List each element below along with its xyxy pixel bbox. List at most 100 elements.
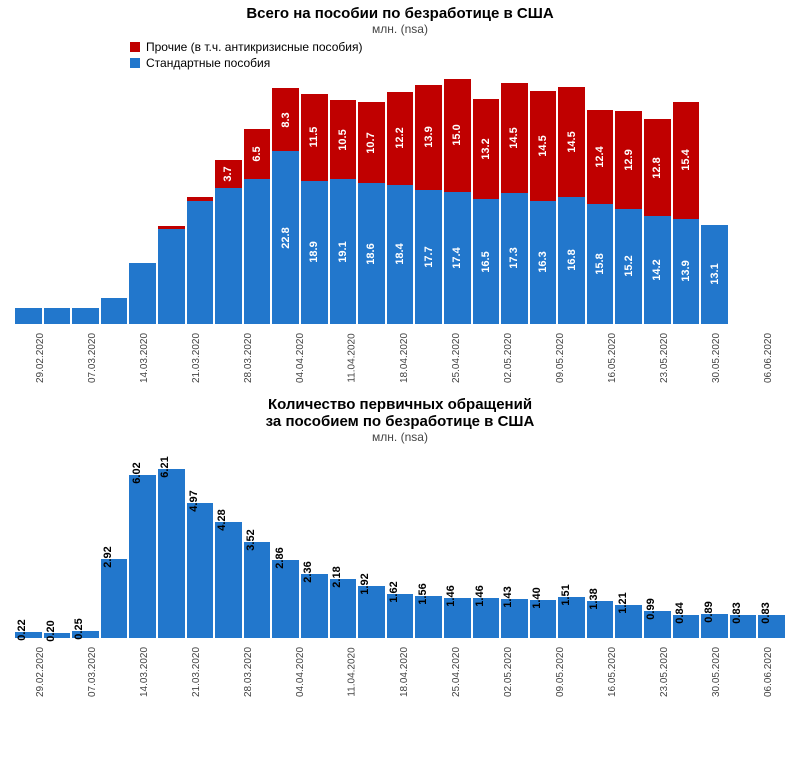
bar-segment: 1.38 bbox=[587, 601, 614, 638]
x-tick-label: 29.02.2020 bbox=[10, 647, 70, 697]
chart2-title-line2: за пособием по безработице в США bbox=[10, 413, 790, 430]
bar-value: 2.36 bbox=[302, 561, 314, 582]
bar-col: 0.83 bbox=[758, 448, 785, 638]
bar-segment: 6.21 bbox=[158, 469, 185, 638]
chart2-subtitle: млн. (nsa) bbox=[10, 430, 790, 444]
bar-col: 0.20 bbox=[44, 448, 71, 638]
bar-col: 11.518.9 bbox=[301, 74, 328, 324]
bar-value: 6.02 bbox=[131, 462, 143, 483]
bar-segment: 2.36 bbox=[301, 574, 328, 638]
bar-col: 1.56 bbox=[415, 448, 442, 638]
bar-segment-standard bbox=[101, 298, 128, 324]
bar-value-other: 3.7 bbox=[222, 166, 234, 181]
bar-segment-standard: 22.8 bbox=[272, 151, 299, 324]
bar-segment: 0.89 bbox=[701, 614, 728, 638]
bar-col: 10.519.1 bbox=[330, 74, 357, 324]
bar-segment: 1.51 bbox=[558, 597, 585, 638]
bar-col: 10.718.6 bbox=[358, 74, 385, 324]
x-tick-label: 23.05.2020 bbox=[634, 333, 694, 383]
bar-col: 4.97 bbox=[187, 448, 214, 638]
bar-value-other: 10.5 bbox=[337, 129, 349, 150]
bar-col: 1.46 bbox=[444, 448, 471, 638]
bar-col: 12.814.2 bbox=[644, 74, 671, 324]
bar-segment-standard: 18.6 bbox=[358, 183, 385, 324]
bar-segment: 1.62 bbox=[387, 594, 414, 638]
bar-value-standard: 15.8 bbox=[594, 253, 606, 274]
bar-segment-standard bbox=[187, 201, 214, 324]
bar-value: 1.62 bbox=[388, 581, 400, 602]
bar-segment: 1.56 bbox=[415, 596, 442, 638]
bar-col: 0.25 bbox=[72, 448, 99, 638]
bar-col: 13.1 bbox=[701, 74, 728, 324]
x-tick-label: 25.04.2020 bbox=[426, 333, 486, 383]
bar-col: 13.2 16.5 bbox=[473, 74, 500, 324]
chart2-title-line1: Количество первичных обращений bbox=[10, 396, 790, 413]
x-tick-label: 16.05.2020 bbox=[582, 647, 642, 697]
bar-segment-standard bbox=[72, 308, 99, 324]
bar-value-other: 12.2 bbox=[394, 128, 406, 149]
bar-value: 2.18 bbox=[331, 566, 343, 587]
x-tick-label: 11.04.2020 bbox=[322, 333, 382, 382]
bar-segment-standard bbox=[129, 263, 156, 324]
bar-col: 2.86 bbox=[272, 448, 299, 638]
x-tick-label: 09.05.2020 bbox=[530, 333, 590, 383]
bar-value-standard: 16.5 bbox=[480, 251, 492, 272]
bar-col bbox=[730, 74, 757, 324]
bar-col: 12.218.4 bbox=[387, 74, 414, 324]
bar-col bbox=[129, 74, 156, 324]
bar-value-other: 15.4 bbox=[680, 150, 692, 171]
bar-segment: 4.97 bbox=[187, 503, 214, 638]
legend-label-standard: Стандартные пособия bbox=[146, 56, 270, 70]
bar-col: 6.5 bbox=[244, 74, 271, 324]
bar-value-standard: 18.6 bbox=[365, 243, 377, 264]
bar-col bbox=[44, 74, 71, 324]
bar-segment-standard: 13.9 bbox=[673, 219, 700, 324]
bar-col: 1.51 bbox=[558, 448, 585, 638]
bar-segment: 0.99 bbox=[644, 611, 671, 638]
bar-value-other: 14.5 bbox=[537, 135, 549, 156]
bar-value-standard: 13.1 bbox=[709, 264, 721, 285]
bar-col: 6.21 bbox=[158, 448, 185, 638]
bar-segment-other: 13.9 bbox=[415, 85, 442, 190]
bar-segment-other: 15.0 bbox=[444, 79, 471, 193]
bar-col: 1.62 bbox=[387, 448, 414, 638]
bar-col: 2.92 bbox=[101, 448, 128, 638]
x-tick-label: 16.05.2020 bbox=[582, 333, 642, 383]
bar-value-other: 13.9 bbox=[423, 127, 435, 148]
bar-col: 4.28 bbox=[215, 448, 242, 638]
bar-segment-standard bbox=[15, 308, 42, 324]
bar-value-standard: 13.9 bbox=[680, 261, 692, 282]
bar-segment-standard bbox=[44, 308, 71, 324]
bar-value: 1.56 bbox=[417, 583, 429, 604]
bar-value-standard: 15.2 bbox=[623, 256, 635, 277]
bar-col: 8.322.8 bbox=[272, 74, 299, 324]
bar-value: 1.46 bbox=[474, 586, 486, 607]
bar-segment: 2.18 bbox=[330, 579, 357, 638]
bar-col bbox=[72, 74, 99, 324]
bar-segment: 0.83 bbox=[730, 615, 757, 638]
bar-col: 13.917.7 bbox=[415, 74, 442, 324]
bar-col: 1.46 bbox=[473, 448, 500, 638]
bar-col: 1.92 bbox=[358, 448, 385, 638]
bar-col bbox=[101, 74, 128, 324]
bar-col: 14.516.3 bbox=[530, 74, 557, 324]
bar-value-other: 12.8 bbox=[651, 157, 663, 178]
bar-value: 3.52 bbox=[245, 530, 257, 551]
x-tick-label: 29.02.2020 bbox=[10, 333, 70, 383]
bar-segment-other: 14.5 bbox=[558, 87, 585, 197]
bar-col: 0.89 bbox=[701, 448, 728, 638]
bar-segment: 1.46 bbox=[473, 598, 500, 638]
bar-segment-other: 12.9 bbox=[615, 111, 642, 209]
bar-segment-other: 13.2 bbox=[473, 99, 500, 199]
bar-value: 1.51 bbox=[560, 584, 572, 605]
bar-segment-standard: 16.5 bbox=[473, 199, 500, 324]
bar-segment: 1.43 bbox=[501, 599, 528, 638]
bar-segment-other: 8.3 bbox=[272, 88, 299, 151]
bar-col bbox=[158, 74, 185, 324]
bar-segment-other: 14.5 bbox=[501, 83, 528, 193]
x-tick-label: 18.04.2020 bbox=[374, 333, 434, 383]
bar-segment-other: 14.5 bbox=[530, 91, 557, 201]
bar-value: 2.86 bbox=[274, 548, 286, 569]
legend-swatch-other bbox=[130, 42, 140, 52]
bar-col: 12.415.8 bbox=[587, 74, 614, 324]
